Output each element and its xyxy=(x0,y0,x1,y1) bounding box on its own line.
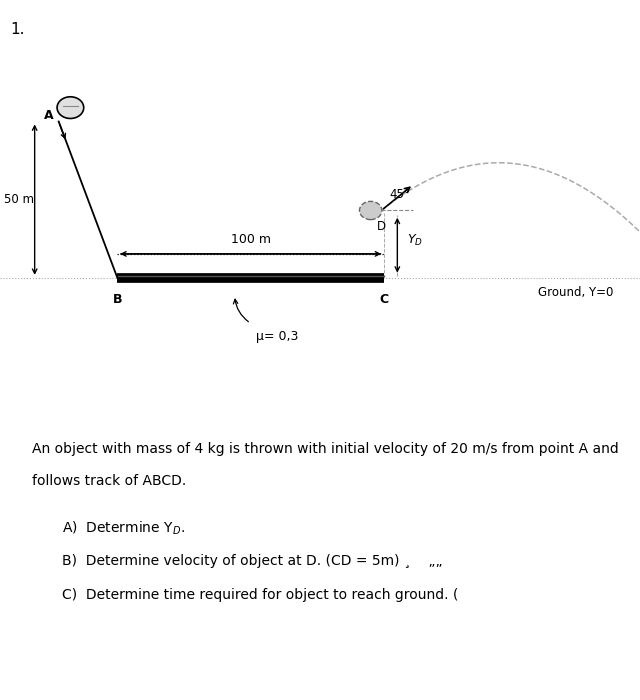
Text: B: B xyxy=(113,293,122,306)
Text: 1.: 1. xyxy=(11,22,25,36)
Text: $Y_D$: $Y_D$ xyxy=(407,233,423,248)
Text: An object with mass of 4 kg is thrown with initial velocity of 20 m/s from point: An object with mass of 4 kg is thrown wi… xyxy=(32,442,619,456)
Text: A: A xyxy=(44,108,53,122)
Text: 45°: 45° xyxy=(389,188,410,201)
Text: 100 m: 100 m xyxy=(230,233,271,246)
Text: 50 m: 50 m xyxy=(4,193,34,206)
Text: C)  Determine time required for object to reach ground. (: C) Determine time required for object to… xyxy=(63,588,459,602)
Text: C: C xyxy=(380,293,388,306)
Text: A)  Determine Y$_D$.: A) Determine Y$_D$. xyxy=(63,519,186,536)
Text: follows track of ABCD.: follows track of ABCD. xyxy=(32,474,186,488)
Circle shape xyxy=(57,97,84,118)
Text: B)  Determine velocity of object at D. (CD = 5m) ¸    „„: B) Determine velocity of object at D. (C… xyxy=(63,554,443,568)
Circle shape xyxy=(360,202,382,220)
Text: Ground, Y=0: Ground, Y=0 xyxy=(538,286,613,300)
Text: D: D xyxy=(377,220,386,234)
Text: μ= 0,3: μ= 0,3 xyxy=(256,330,298,343)
